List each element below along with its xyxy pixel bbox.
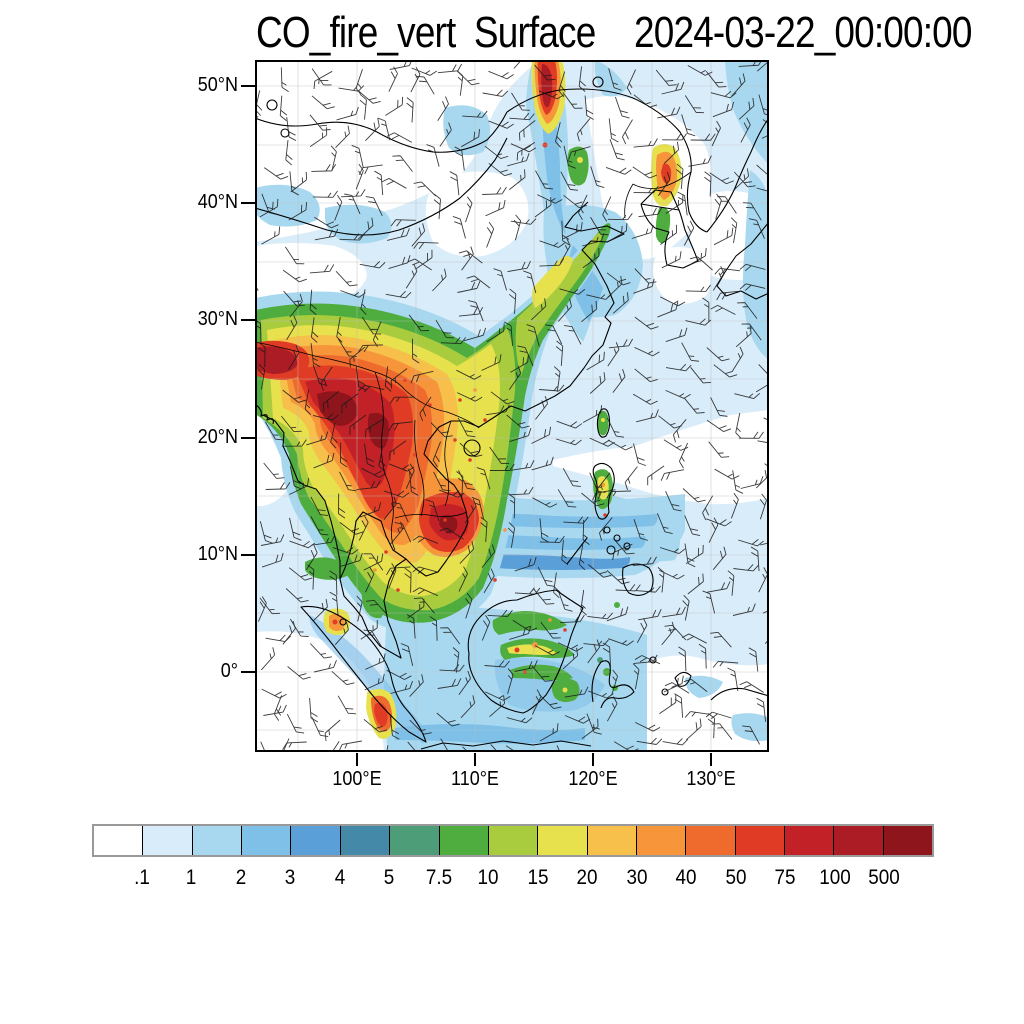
colorbar-segment (734, 826, 785, 855)
contour-fill-layer (255, 60, 769, 752)
colorbar-tick-label: 75 (774, 866, 796, 889)
colorbar-tick-label: 4 (334, 866, 345, 889)
map-canvas (236, 45, 789, 771)
map-plot (236, 45, 789, 771)
colorbar-tick-label: 5 (383, 866, 395, 889)
colorbar-tick-label: 50 (725, 866, 747, 889)
y-axis-label: 30°N (197, 308, 238, 330)
colorbar-tick-label: 15 (527, 866, 549, 889)
x-axis-tick (592, 753, 594, 766)
colorbar-segment (882, 826, 933, 855)
colorbar-tick-label: 2 (235, 866, 246, 889)
colorbar-segment (290, 826, 340, 855)
colorbar-segment (487, 826, 538, 855)
wind-barb-layer (236, 45, 789, 771)
y-axis-tick (241, 554, 255, 556)
colorbar-segment (537, 826, 587, 855)
x-axis-label: 120°E (568, 768, 618, 790)
colorbar-segment (191, 826, 242, 855)
y-axis-tick (241, 319, 255, 321)
y-axis-tick (241, 85, 255, 87)
coastline-layer (254, 76, 770, 750)
y-axis-tick (241, 671, 255, 673)
y-axis-label: 0° (220, 660, 238, 682)
x-axis-tick (710, 753, 712, 766)
colorbar-segment (586, 826, 636, 855)
y-axis-tick (241, 202, 255, 204)
y-axis-tick (241, 437, 255, 439)
colorbar-tick-label: 7.5 (425, 866, 452, 889)
colorbar-segment (685, 826, 735, 855)
colorbar-tick-label: 100 (819, 866, 851, 889)
y-axis-label: 40°N (197, 191, 238, 213)
y-axis-label: 10°N (197, 543, 238, 565)
colorbar-tick-label: 40 (675, 866, 697, 889)
colorbar-tick-label: 500 (868, 866, 901, 889)
colorbar (92, 824, 934, 857)
colorbar-segment (784, 826, 834, 855)
map-frame-border (255, 60, 769, 752)
colorbar-segment (241, 826, 291, 855)
colorbar-segment (339, 826, 390, 855)
colorbar-segment (833, 826, 883, 855)
plot-title: CO_fire_vert Surface 2024-03-22_00:00:00 (256, 8, 972, 58)
colorbar-tick-label: 20 (576, 866, 598, 889)
colorbar-segment (635, 826, 686, 855)
colorbar-tick-label: 30 (626, 866, 648, 889)
colorbar-segment (142, 826, 192, 855)
colorbar-tick-label: 3 (284, 866, 296, 889)
y-axis-label: 50°N (197, 74, 238, 96)
x-axis-tick (474, 753, 476, 766)
colorbar-tick-label: .1 (133, 866, 150, 889)
colorbar-segment (389, 826, 439, 855)
colorbar-segment (94, 826, 143, 855)
title-datetime: 2024-03-22_00:00:00 (634, 8, 972, 57)
x-axis-tick (356, 753, 358, 766)
colorbar-tick-label: 10 (477, 866, 499, 889)
y-axis-label: 20°N (197, 426, 238, 448)
title-level: Surface (473, 8, 596, 57)
colorbar-tick-label: 1 (185, 866, 197, 889)
x-axis-label: 130°E (686, 768, 736, 790)
x-axis-label: 110°E (451, 768, 499, 790)
colorbar-segment (438, 826, 488, 855)
x-axis-label: 100°E (332, 768, 382, 790)
title-variable: CO_fire_vert (256, 8, 456, 57)
